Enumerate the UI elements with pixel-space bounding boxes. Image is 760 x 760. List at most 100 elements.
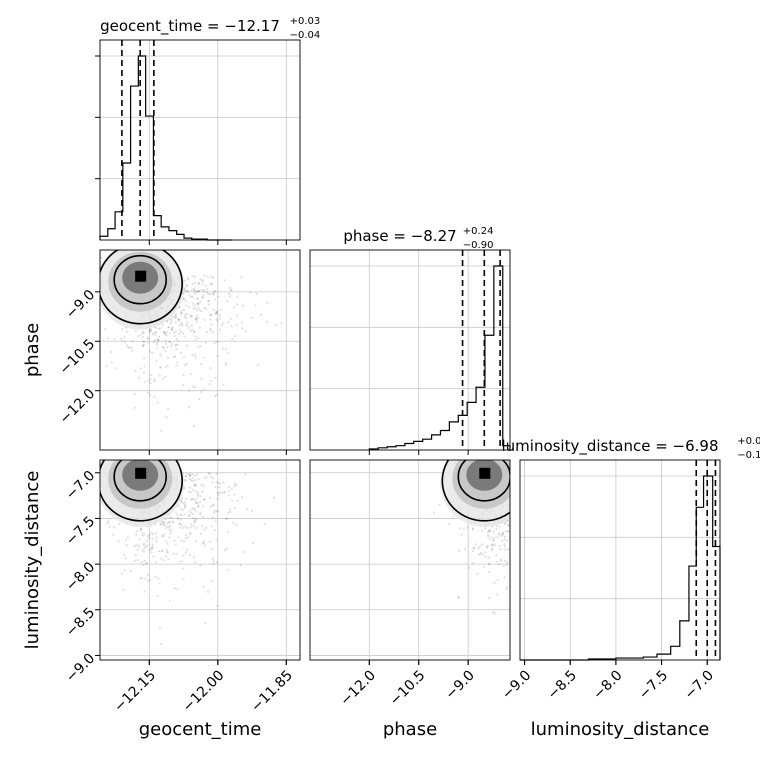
sample-point xyxy=(214,298,217,301)
sample-point xyxy=(133,456,135,458)
sample-point xyxy=(203,356,206,360)
sample-point xyxy=(492,610,496,613)
sample-point xyxy=(185,526,189,530)
sample-point xyxy=(511,501,513,503)
contour-line xyxy=(100,250,183,325)
sample-point xyxy=(479,457,481,459)
sample-point xyxy=(563,476,565,478)
sample-point xyxy=(160,354,163,357)
sample-point xyxy=(527,489,529,491)
y-tick-label: −9.0 xyxy=(63,650,98,685)
sample-point xyxy=(526,530,528,532)
sample-point xyxy=(187,513,191,517)
sample-point xyxy=(195,290,198,294)
sample-point xyxy=(166,542,169,545)
sample-point xyxy=(235,523,238,526)
sample-point xyxy=(192,479,195,483)
sample-point xyxy=(201,296,205,299)
sample-point xyxy=(174,314,177,318)
sample-point xyxy=(499,558,502,561)
sample-point xyxy=(529,608,531,610)
sample-point xyxy=(123,569,126,572)
sample-point xyxy=(533,541,535,543)
sample-point xyxy=(156,401,159,404)
sample-point xyxy=(213,290,216,293)
sample-point xyxy=(188,294,191,297)
x-axis-label-phase: phase xyxy=(383,719,437,740)
sample-point xyxy=(142,543,145,546)
sample-point xyxy=(193,424,196,428)
sample-point xyxy=(195,318,198,321)
title-text: geocent_time = −12.17 xyxy=(100,17,280,36)
sample-point xyxy=(182,502,185,505)
sample-point xyxy=(491,547,494,551)
sample-point xyxy=(195,526,198,530)
sample-point xyxy=(580,479,582,481)
sample-point xyxy=(204,621,207,625)
sample-point xyxy=(143,533,146,536)
sample-point xyxy=(200,288,203,291)
sample-point xyxy=(184,315,187,318)
sample-point xyxy=(190,295,193,298)
sample-point xyxy=(177,518,180,521)
sample-point xyxy=(166,525,169,528)
sample-point xyxy=(494,457,496,459)
sample-point xyxy=(192,517,195,520)
sample-point xyxy=(215,311,218,315)
sample-point xyxy=(194,281,197,285)
sample-point xyxy=(162,559,165,562)
sample-point xyxy=(511,544,513,546)
sample-point xyxy=(179,513,182,517)
sample-point xyxy=(151,545,154,548)
sample-point xyxy=(148,533,151,537)
sample-point xyxy=(512,565,514,567)
sample-point xyxy=(516,511,518,513)
sample-point xyxy=(155,331,158,334)
sample-point xyxy=(193,474,196,477)
sample-point xyxy=(497,563,501,566)
sample-point xyxy=(241,496,244,499)
sample-point xyxy=(536,531,538,533)
sample-point xyxy=(180,312,183,315)
sample-point xyxy=(154,575,157,578)
sample-point xyxy=(229,289,232,292)
sample-point xyxy=(154,333,157,336)
sample-point xyxy=(100,256,103,260)
sample-point xyxy=(476,456,478,458)
sample-point xyxy=(544,490,546,492)
sample-point xyxy=(241,327,244,330)
sample-point xyxy=(488,597,491,600)
sample-point xyxy=(525,538,527,540)
sample-point xyxy=(535,489,537,491)
sample-point xyxy=(201,524,204,527)
sample-point xyxy=(145,457,147,459)
sample-point xyxy=(184,551,187,554)
sample-point xyxy=(548,482,550,484)
sample-point xyxy=(485,545,488,548)
sample-point xyxy=(108,525,111,528)
sample-point xyxy=(210,380,213,383)
sample-point xyxy=(142,344,145,348)
sample-point xyxy=(126,330,129,333)
sample-point xyxy=(533,477,535,479)
sample-point xyxy=(184,475,188,478)
sample-point xyxy=(191,275,194,278)
sample-point xyxy=(447,522,450,526)
sample-point xyxy=(501,532,505,535)
sample-point xyxy=(527,518,529,520)
sample-point xyxy=(503,535,506,538)
sample-point xyxy=(167,326,171,329)
sample-point xyxy=(218,486,221,489)
sample-point xyxy=(183,289,187,292)
sample-point xyxy=(185,304,188,307)
sample-point xyxy=(503,545,507,548)
sample-point xyxy=(554,600,556,602)
sample-point xyxy=(215,561,219,564)
sample-point xyxy=(184,324,188,327)
sample-point xyxy=(174,313,177,316)
sample-point xyxy=(516,506,518,508)
sample-point xyxy=(215,481,218,484)
sample-point xyxy=(511,507,513,509)
sample-point xyxy=(472,561,475,565)
sample-point xyxy=(117,539,120,542)
